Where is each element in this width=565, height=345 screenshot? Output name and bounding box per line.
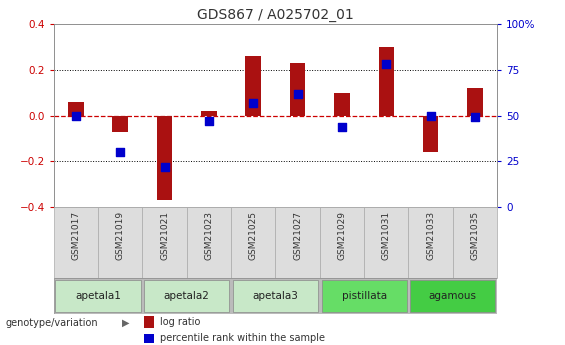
Bar (157, 116, 172, 200)
Point (160, 164, 169, 169)
Bar (320, 207, 364, 278)
Point (337, 124, 346, 129)
Bar (467, 88, 483, 116)
Bar (144, 316, 154, 328)
Bar (112, 116, 128, 131)
Text: percentile rank within the sample: percentile rank within the sample (160, 333, 325, 343)
Text: GSM21027: GSM21027 (293, 210, 302, 259)
Title: GDS867 / A025702_01: GDS867 / A025702_01 (197, 8, 354, 22)
Bar (276, 207, 320, 278)
Text: genotype/variation: genotype/variation (6, 318, 98, 328)
Text: GSM21033: GSM21033 (426, 210, 435, 260)
Bar (142, 207, 186, 278)
Text: GSM21029: GSM21029 (337, 210, 346, 259)
Point (382, 62, 391, 67)
Bar (379, 47, 394, 116)
Point (116, 149, 125, 155)
Text: pistillata: pistillata (342, 291, 386, 301)
Text: GSM21031: GSM21031 (382, 210, 391, 260)
Bar (55, 279, 141, 312)
Bar (334, 93, 350, 116)
Text: GSM21019: GSM21019 (116, 210, 125, 260)
Bar (186, 207, 231, 278)
Point (71, 113, 80, 118)
Bar (201, 111, 216, 116)
Bar (423, 116, 438, 152)
Text: apetala1: apetala1 (75, 291, 121, 301)
Text: GSM21035: GSM21035 (471, 210, 480, 260)
Bar (98, 207, 142, 278)
Point (293, 91, 302, 96)
Bar (246, 56, 261, 116)
Bar (233, 279, 318, 312)
Text: apetala2: apetala2 (164, 291, 210, 301)
Text: apetala3: apetala3 (253, 291, 298, 301)
Text: agamous: agamous (429, 291, 477, 301)
Text: GSM21017: GSM21017 (71, 210, 80, 260)
Bar (144, 279, 229, 312)
Point (426, 113, 435, 118)
Bar (231, 207, 276, 278)
Bar (68, 102, 84, 116)
Text: GSM21023: GSM21023 (205, 210, 214, 259)
Text: GSM21021: GSM21021 (160, 210, 169, 259)
Bar (290, 63, 305, 116)
Bar (144, 334, 154, 343)
Bar (321, 279, 407, 312)
Text: ▶: ▶ (121, 318, 129, 328)
Text: GSM21025: GSM21025 (249, 210, 258, 259)
Bar (364, 207, 408, 278)
Point (205, 118, 214, 124)
Text: log ratio: log ratio (160, 317, 200, 327)
Bar (408, 207, 453, 278)
Bar (410, 279, 496, 312)
Bar (54, 207, 98, 278)
Bar (453, 207, 497, 278)
Point (249, 100, 258, 106)
Point (471, 115, 480, 120)
